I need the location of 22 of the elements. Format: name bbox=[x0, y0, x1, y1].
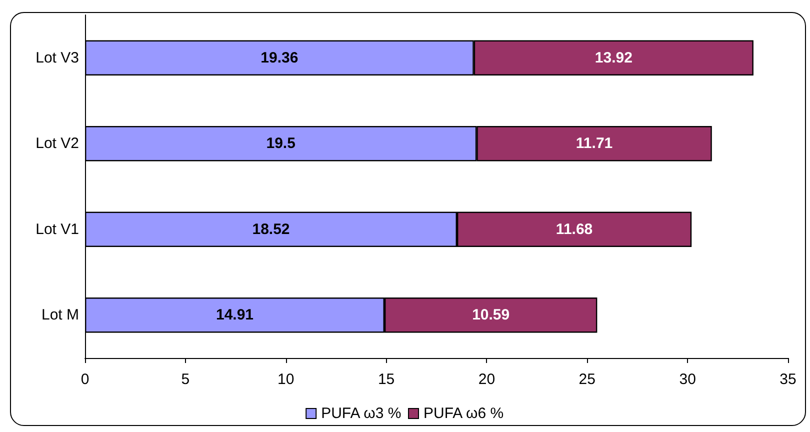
x-tick-label: 25 bbox=[578, 371, 596, 388]
y-tick-label: Lot M bbox=[41, 306, 79, 324]
x-tick-label: 0 bbox=[80, 371, 90, 388]
data-label: 14.91 bbox=[216, 306, 254, 324]
data-label: 10.59 bbox=[472, 306, 510, 324]
legend-label: PUFA ω3 % bbox=[321, 405, 402, 422]
x-tick-label: 15 bbox=[378, 371, 395, 388]
x-tick-label: 30 bbox=[679, 371, 696, 388]
data-label: 11.68 bbox=[556, 220, 593, 238]
x-tick-label: 5 bbox=[181, 371, 190, 388]
legend-label: PUFA ω6 % bbox=[424, 405, 504, 422]
x-tick-label: 35 bbox=[780, 371, 796, 388]
y-tick-label: Lot V1 bbox=[36, 220, 79, 238]
data-label: 19.36 bbox=[260, 49, 298, 66]
data-label: 13.92 bbox=[594, 49, 632, 66]
x-tick-label: 10 bbox=[278, 371, 294, 388]
data-label: 19.5 bbox=[266, 135, 296, 152]
data-label: 18.52 bbox=[252, 220, 290, 238]
data-label: 11.71 bbox=[576, 135, 613, 152]
y-tick-label: Lot V2 bbox=[36, 135, 79, 152]
x-tick-label: 20 bbox=[478, 371, 496, 388]
y-tick-label: Lot V3 bbox=[36, 49, 79, 66]
